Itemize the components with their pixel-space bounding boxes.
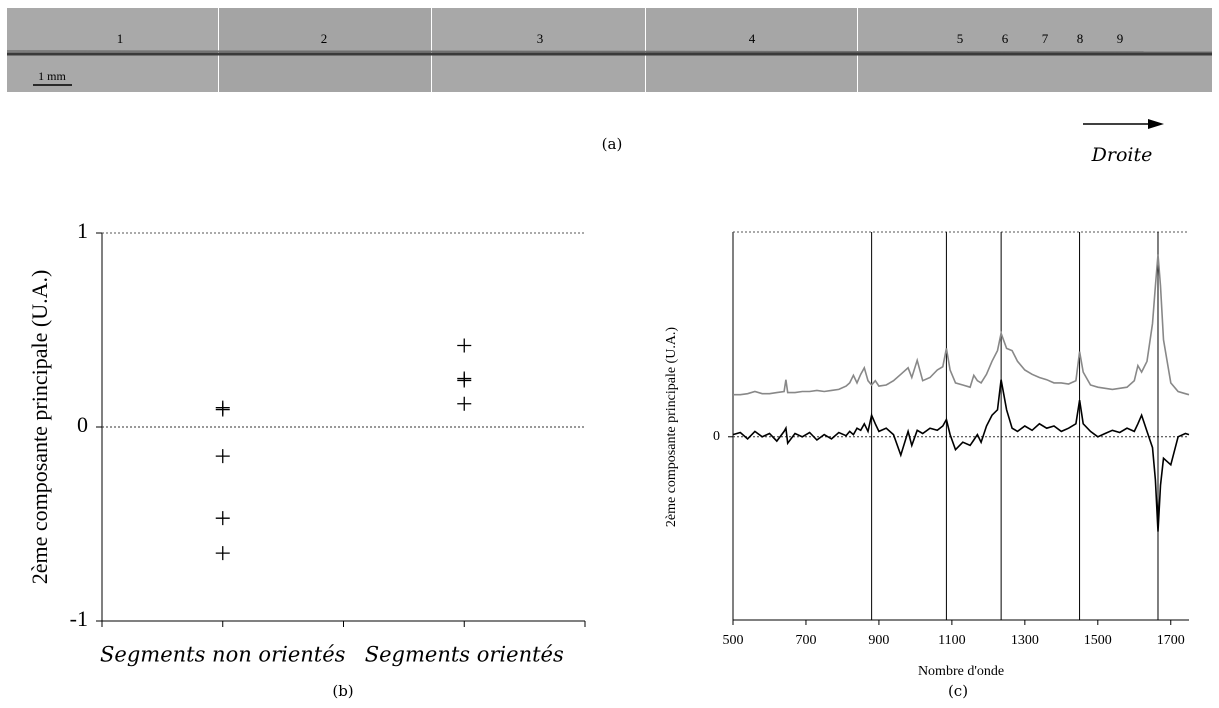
x-axis-label: Nombre d'onde [918,664,1004,679]
segment-label: 4 [749,31,756,46]
x-tick-label: 1500 [1084,633,1112,648]
point [457,396,472,411]
photo-strip: 1 mm [6,8,1213,92]
photo [432,8,645,92]
caption: (a) [602,135,623,153]
fiber-edge [6,50,1213,53]
x-tick-label: 700 [795,633,816,648]
segment-label: 8 [1077,31,1084,46]
y-tick-label: 0 [77,412,88,437]
segment-label: 1 [117,31,124,46]
x-tick-label: 1700 [1157,633,1185,648]
segment-label: 7 [1042,31,1049,46]
point [215,449,230,464]
y-tick-label: 0 [713,429,720,444]
x-tick-label: 500 [723,633,744,648]
segment-label: 6 [1002,31,1009,46]
photo [7,8,218,92]
x-tick-label: 1300 [1011,633,1039,648]
point [457,338,472,353]
point [215,402,230,417]
photo [646,8,857,92]
photo [858,8,1212,92]
segment-label: 2 [321,31,328,46]
point [457,373,472,388]
photo [219,8,431,92]
arrow-head [1148,119,1164,129]
point [215,511,230,526]
x-tick-label: 900 [868,633,889,648]
x-tick-label: Segments non orientés [100,643,346,667]
point [215,546,230,561]
x-tick-label: Segments orientés [365,643,564,667]
x-tick-label: 1100 [938,633,965,648]
y-tick-label: -1 [70,606,88,631]
y-axis-label: 2ème composante principale (U.A.) [664,327,679,528]
y-tick-label: 1 [77,218,88,243]
scale-label: 1 mm [38,69,66,83]
direction-label: Droite [1091,144,1153,166]
segment-label: 9 [1117,31,1124,46]
segment-label: 5 [957,31,964,46]
caption: (c) [948,682,968,700]
caption: (b) [332,682,353,700]
series-line [732,379,1190,532]
y-axis-label: 2ème composante principale (U.A.) [27,270,52,585]
segment-label: 3 [537,31,544,46]
series-line [733,254,1190,396]
